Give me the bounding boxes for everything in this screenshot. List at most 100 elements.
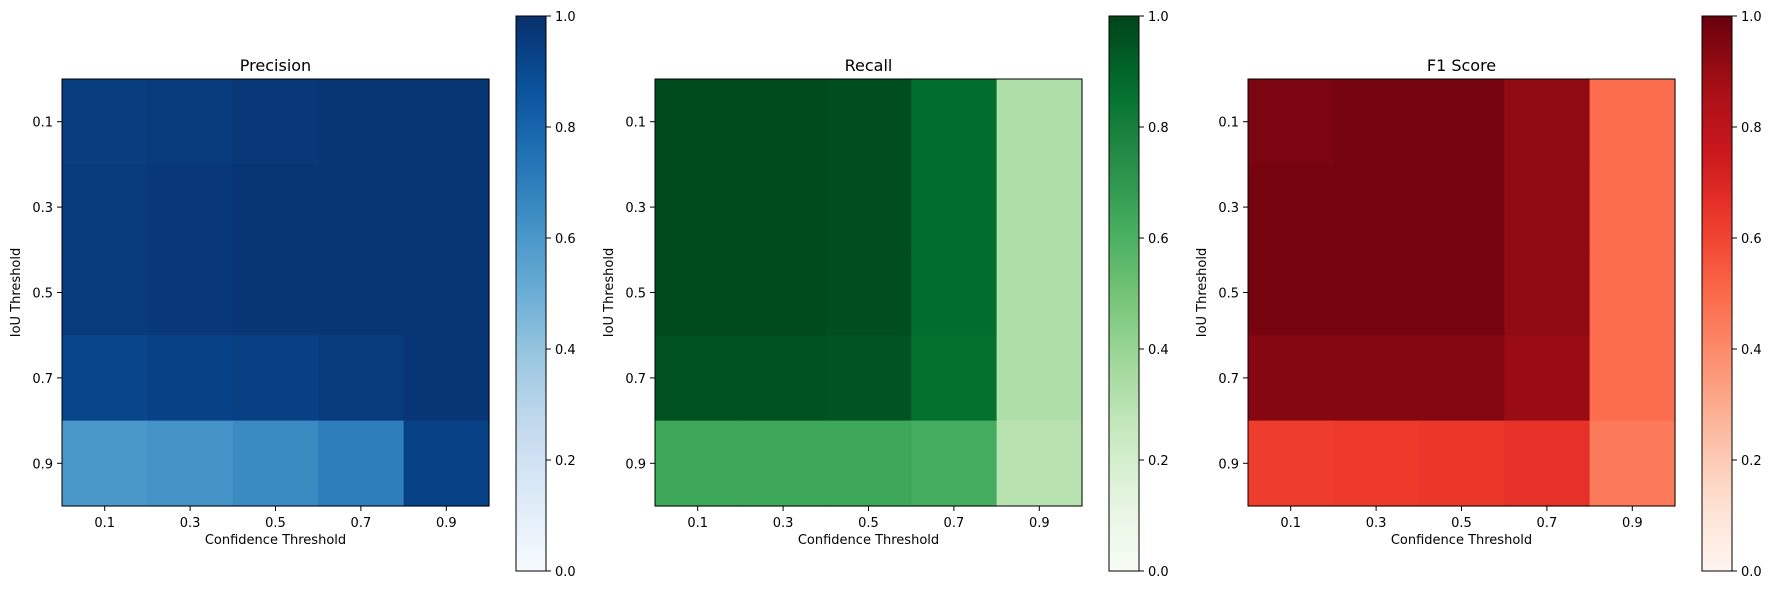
colorbar-tick-label: 0.2 xyxy=(555,454,576,469)
x-tick-label: 0.5 xyxy=(1451,516,1472,531)
heatmap-cell xyxy=(1504,420,1591,507)
y-tick-label: 0.7 xyxy=(32,372,53,387)
heatmap-cell xyxy=(1333,249,1420,336)
heatmap-cell xyxy=(655,335,741,422)
heatmap-cell xyxy=(1333,335,1420,422)
heatmap-cell xyxy=(1248,79,1334,165)
colorbar-tick-label: 0.8 xyxy=(1741,121,1762,136)
colorbar-tick-label: 0.6 xyxy=(555,232,576,247)
x-tick-label: 0.3 xyxy=(180,516,201,531)
heatmap-cell xyxy=(1418,335,1505,422)
heatmap-cell xyxy=(740,249,827,336)
colorbar-tick-label: 0.6 xyxy=(1148,232,1169,247)
y-axis-label: IoU Threshold xyxy=(9,248,24,338)
y-tick-label: 0.9 xyxy=(625,457,646,472)
heatmap-cell xyxy=(232,335,319,422)
heatmap-cell xyxy=(232,79,319,165)
heatmap-cell xyxy=(740,335,827,422)
x-tick-label: 0.7 xyxy=(1537,516,1558,531)
heatmap-cell xyxy=(1248,164,1334,251)
heatmap-cell xyxy=(655,249,741,336)
y-tick-label: 0.9 xyxy=(1218,457,1239,472)
heatmap-panel-3: F1 Score 0.1 0.3 0.5 0.7 0.9 0.1 0.3 0.5 0.7 0.9 Co… xyxy=(1195,10,1762,580)
heatmap-cell xyxy=(825,335,912,422)
heatmap-cell xyxy=(655,79,741,165)
colorbar-tick-label: 1.0 xyxy=(1148,10,1169,25)
heatmap-cell xyxy=(232,420,319,507)
heatmap-cell xyxy=(318,420,405,507)
panel-title: Recall xyxy=(845,56,893,75)
heatmap-cell xyxy=(996,164,1083,251)
y-tick-label: 0.1 xyxy=(32,116,53,131)
heatmap-cell xyxy=(1418,420,1505,507)
y-tick-label: 0.3 xyxy=(1218,201,1239,216)
heatmap-cell xyxy=(62,249,148,336)
heatmap-cell xyxy=(1504,164,1591,251)
heatmap-cell xyxy=(1589,79,1676,165)
colorbar xyxy=(1701,15,1733,572)
heatmap-cell xyxy=(1589,249,1676,336)
heatmap-cell xyxy=(1504,79,1591,165)
heatmap-cell xyxy=(1418,79,1505,165)
heatmap-cell xyxy=(318,164,405,251)
x-tick-label: 0.9 xyxy=(1622,516,1643,531)
heatmap-cell xyxy=(911,420,998,507)
panel-title: Precision xyxy=(240,56,311,75)
heatmap-cell xyxy=(403,79,490,165)
heatmap-cell xyxy=(1504,335,1591,422)
x-tick-label: 0.3 xyxy=(1366,516,1387,531)
heatmap-cell xyxy=(740,164,827,251)
colorbar-tick-label: 0.4 xyxy=(1148,343,1169,358)
colorbar-tick-label: 0.2 xyxy=(1741,454,1762,469)
heatmap-cell xyxy=(1589,164,1676,251)
y-tick-label: 0.3 xyxy=(32,201,53,216)
heatmap-cell xyxy=(1333,164,1420,251)
colorbar-tick-label: 0.0 xyxy=(1741,565,1762,580)
colorbar xyxy=(1108,15,1140,572)
x-tick-label: 0.9 xyxy=(1029,516,1050,531)
heatmap-cell xyxy=(1504,249,1591,336)
x-tick-label: 0.9 xyxy=(436,516,457,531)
y-axis-label: IoU Threshold xyxy=(1195,248,1210,338)
heatmap-cell xyxy=(825,420,912,507)
y-tick-label: 0.1 xyxy=(625,116,646,131)
heatmap-panel-1: Precision 0.1 0.3 0.5 0.7 0.9 0.1 0.3 0.5 0.7 0.9 C… xyxy=(9,10,576,580)
heatmap-cell xyxy=(62,79,148,165)
y-tick-label: 0.7 xyxy=(625,372,646,387)
heatmap-cell xyxy=(996,249,1083,336)
heatmap-cell xyxy=(1248,335,1334,422)
heatmap-cell xyxy=(911,164,998,251)
heatmap-cell xyxy=(655,164,741,251)
heatmap-cell xyxy=(147,249,234,336)
heatmap-cell xyxy=(740,79,827,165)
x-tick-label: 0.1 xyxy=(687,516,708,531)
heatmap-cell xyxy=(147,79,234,165)
colorbar-tick-label: 0.4 xyxy=(555,343,576,358)
y-tick-label: 0.9 xyxy=(32,457,53,472)
heatmap-cell xyxy=(403,249,490,336)
colorbar-tick-label: 0.4 xyxy=(1741,343,1762,358)
colorbar-tick-label: 1.0 xyxy=(555,10,576,25)
heatmap-cell xyxy=(1589,420,1676,507)
heatmap-cell xyxy=(62,420,148,507)
heatmap-cell xyxy=(147,164,234,251)
heatmap-cell xyxy=(1418,249,1505,336)
heatmap-cell xyxy=(825,164,912,251)
heatmap-cell xyxy=(1418,164,1505,251)
heatmap-cell xyxy=(911,335,998,422)
colorbar-tick-label: 0.6 xyxy=(1741,232,1762,247)
y-tick-label: 0.5 xyxy=(625,287,646,302)
x-axis-label: Confidence Threshold xyxy=(205,533,346,548)
heatmap-panel-2: Recall 0.1 0.3 0.5 0.7 0.9 0.1 0.3 0.5 0.7 0.9 Conf… xyxy=(602,10,1169,580)
heatmap-cell xyxy=(996,420,1083,507)
heatmap-cell xyxy=(825,249,912,336)
x-axis-label: Confidence Threshold xyxy=(798,533,939,548)
panel-title: F1 Score xyxy=(1427,56,1496,75)
x-tick-label: 0.5 xyxy=(858,516,879,531)
colorbar-tick-label: 0.8 xyxy=(555,121,576,136)
colorbar-tick-label: 1.0 xyxy=(1741,10,1762,25)
heatmap-cell xyxy=(911,249,998,336)
x-tick-label: 0.7 xyxy=(944,516,965,531)
colorbar-tick-label: 0.0 xyxy=(1148,565,1169,580)
